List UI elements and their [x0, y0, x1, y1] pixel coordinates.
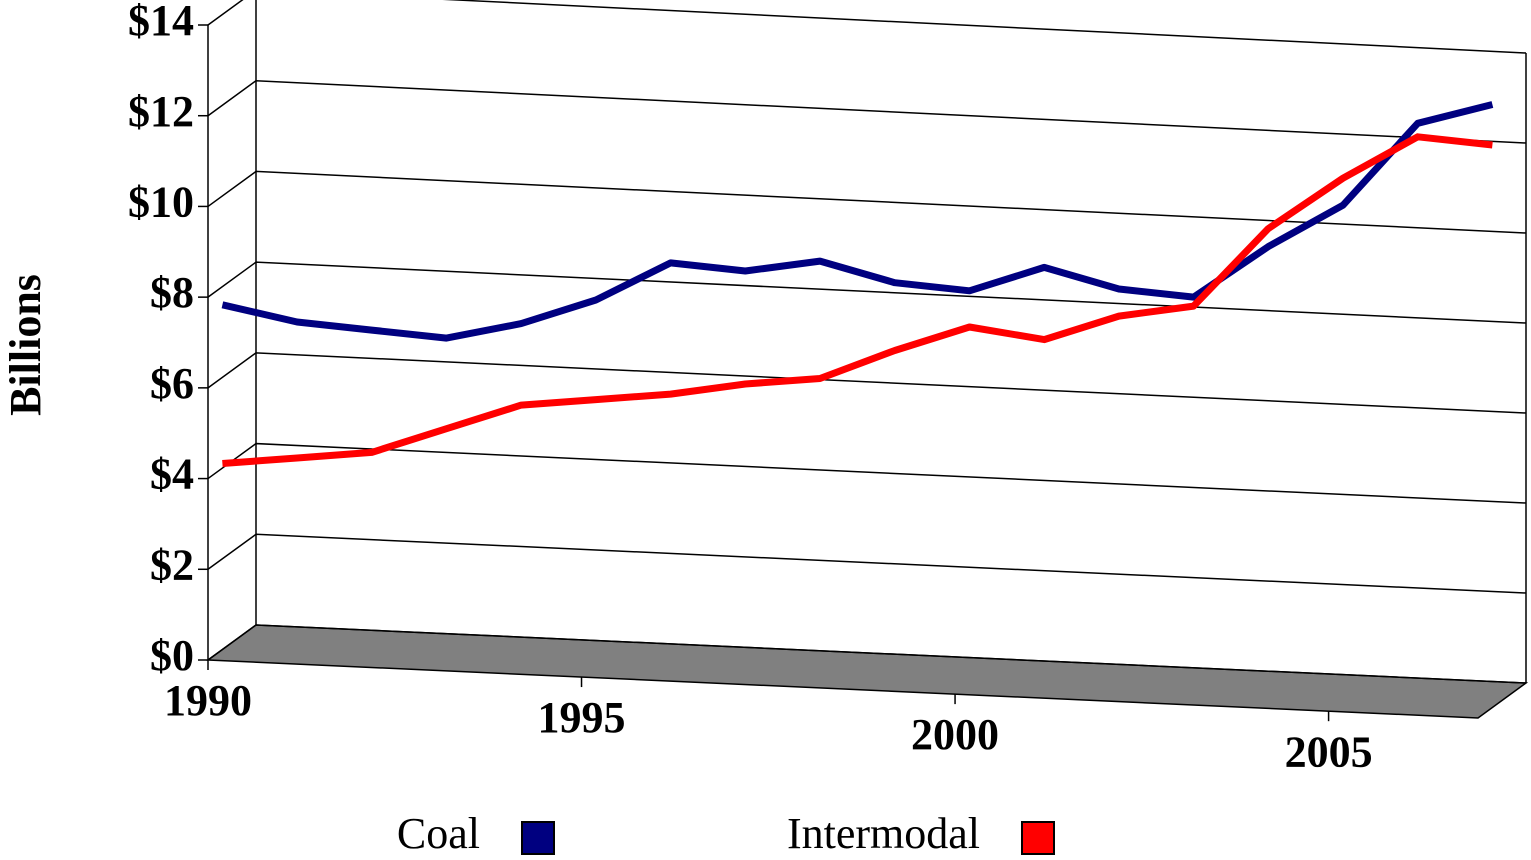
legend-label: Coal [397, 809, 480, 858]
y-tick-label: $14 [128, 0, 194, 45]
grid-line [207, 261, 1527, 324]
legend-swatch [1021, 821, 1055, 855]
grid-line [207, 442, 1527, 504]
grid-line [207, 0, 1527, 54]
x-tick-label: 1990 [164, 676, 252, 725]
y-axis-label: Billions [1, 274, 50, 416]
y-tick-label: $6 [150, 359, 194, 408]
grid-line [207, 170, 1527, 234]
legend-label: Intermodal [787, 809, 980, 858]
x-tick-label: 2000 [911, 710, 999, 759]
grid-line [207, 79, 1527, 144]
series-line [221, 101, 1494, 342]
series-line [222, 133, 1493, 467]
y-tick-label: $8 [150, 268, 194, 317]
y-tick-label: $12 [128, 87, 194, 136]
grid-line [207, 352, 1527, 414]
grid-line [207, 533, 1527, 594]
x-tick-label: 1995 [538, 693, 626, 742]
y-tick-label: $10 [128, 178, 194, 227]
y-tick-label: $4 [150, 450, 194, 499]
floor [205, 624, 1529, 719]
y-tick-label: $0 [150, 631, 194, 680]
back-wall [255, 0, 1527, 683]
legend-swatch [521, 821, 555, 855]
y-tick-label: $2 [150, 540, 194, 589]
x-tick-label: 2005 [1285, 727, 1373, 776]
grid-line [207, 624, 1527, 684]
